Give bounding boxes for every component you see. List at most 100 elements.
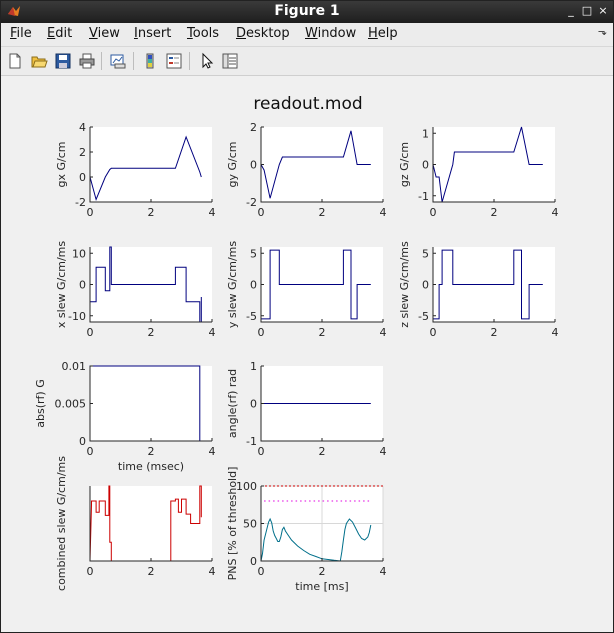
x-axis-label: time (msec)	[118, 460, 184, 473]
y-tick-label: -5	[418, 310, 429, 323]
y-tick-label: 0	[79, 279, 86, 292]
menu-tools[interactable]: Tools	[187, 26, 220, 41]
y-tick-label: 1	[250, 360, 257, 373]
x-tick-label: 2	[148, 445, 155, 458]
property-inspector-icon[interactable]	[221, 52, 239, 70]
x-tick-label: 0	[258, 206, 265, 219]
y-tick-label: 1	[422, 127, 429, 140]
series-line-pns-0	[260, 517, 372, 562]
x-tick-label: 4	[209, 445, 216, 458]
x-tick-label: 0	[87, 326, 94, 339]
title-bar[interactable]: Figure 1 _ □ ×	[1, 1, 613, 23]
legend-icon[interactable]	[165, 52, 183, 70]
y-axis-label: PNS [% of threshold]	[226, 467, 239, 581]
new-figure-icon[interactable]	[6, 52, 24, 70]
menu-view[interactable]: View	[89, 26, 120, 41]
subplot-absrf[interactable]: 0 2 4 0 0.005 0.01 abs(rf) G time (msec)	[34, 360, 216, 473]
x-tick-label: 4	[552, 206, 559, 219]
x-tick-label: 4	[380, 565, 387, 578]
maximize-icon[interactable]: □	[581, 4, 593, 17]
toolbar-separator	[101, 52, 102, 70]
series-line-gz-0	[432, 126, 543, 203]
y-tick-label: 0	[79, 435, 86, 448]
x-tick-label: 0	[430, 206, 437, 219]
link-plot-icon[interactable]	[109, 52, 127, 70]
y-tick-label: 0	[422, 279, 429, 292]
y-tick-label: 5	[250, 247, 257, 260]
y-tick-label: 100	[236, 480, 257, 493]
x-tick-label: 2	[491, 206, 498, 219]
minimize-icon[interactable]: _	[568, 4, 574, 17]
x-tick-label: 0	[258, 445, 265, 458]
y-tick-label: 0.005	[55, 398, 87, 411]
x-tick-label: 2	[319, 565, 326, 578]
y-axis-label: combined slew G/cm/ms	[55, 456, 68, 591]
y-axis-label: y slew G/cm/ms	[226, 241, 239, 328]
y-tick-label: 5	[422, 247, 429, 260]
x-tick-label: 4	[209, 565, 216, 578]
y-tick-label: -2	[246, 196, 257, 209]
close-icon[interactable]: ×	[598, 4, 608, 17]
y-tick-label: 0	[250, 398, 257, 411]
y-tick-label: 2	[250, 121, 257, 134]
y-tick-label: -5	[246, 310, 257, 323]
series-line-zslew-0	[432, 249, 543, 320]
colorbar-icon[interactable]	[141, 52, 159, 70]
save-icon[interactable]	[54, 52, 72, 70]
window-title: Figure 1	[274, 3, 340, 19]
series-line-yslew-0	[260, 249, 371, 320]
y-axis-label: angle(rf) rad	[226, 369, 239, 438]
subplot-combined[interactable]: 0 2 4 combined slew G/cm/ms	[55, 456, 216, 591]
x-tick-label: 4	[380, 206, 387, 219]
y-tick-label: -1	[418, 190, 429, 203]
menu-window[interactable]: Window	[305, 26, 357, 41]
y-axis-label: z slew G/cm/ms	[398, 241, 411, 328]
y-tick-label: -10	[68, 310, 86, 323]
menu-bar: File Edit View Insert Tools Desktop Wind…	[1, 23, 613, 47]
x-tick-label: 2	[148, 206, 155, 219]
y-tick-label: 0	[422, 159, 429, 172]
y-tick-label: 2	[79, 146, 86, 159]
menu-file[interactable]: File	[10, 26, 32, 41]
y-tick-label: 0	[250, 555, 257, 568]
x-tick-label: 0	[87, 206, 94, 219]
x-tick-label: 2	[319, 326, 326, 339]
x-tick-label: 0	[258, 565, 265, 578]
x-tick-label: 0	[430, 326, 437, 339]
y-axis-label: gy G/cm	[226, 142, 239, 188]
x-axis-label: time [ms]	[295, 580, 348, 593]
y-axis-label: x slew G/cm/ms	[55, 241, 68, 328]
menu-desktop[interactable]: Desktop	[236, 26, 290, 41]
x-tick-label: 2	[319, 445, 326, 458]
series-line-gx-0	[89, 135, 202, 202]
select-arrow-icon[interactable]	[198, 52, 216, 70]
toolbar-separator	[189, 52, 190, 70]
figure-title: readout.mod	[253, 94, 362, 114]
x-tick-label: 2	[491, 326, 498, 339]
y-axis-label: gz G/cm	[398, 142, 411, 187]
menu-edit[interactable]: Edit	[47, 26, 73, 41]
matlab-icon	[8, 6, 20, 16]
menu-insert[interactable]: Insert	[134, 26, 172, 41]
print-icon[interactable]	[78, 52, 96, 70]
toolbar-separator	[133, 52, 134, 70]
toolbar	[1, 47, 613, 76]
x-tick-label: 0	[87, 565, 94, 578]
x-tick-label: 4	[380, 445, 387, 458]
series-line-xslew-0	[89, 246, 202, 323]
dock-arrow-icon[interactable]: ⬎	[597, 25, 607, 38]
x-tick-label: 0	[258, 326, 265, 339]
y-tick-label: 10	[72, 247, 86, 260]
open-file-icon[interactable]	[30, 52, 48, 70]
x-tick-label: 0	[87, 445, 94, 458]
menu-help[interactable]: Help	[368, 26, 398, 41]
